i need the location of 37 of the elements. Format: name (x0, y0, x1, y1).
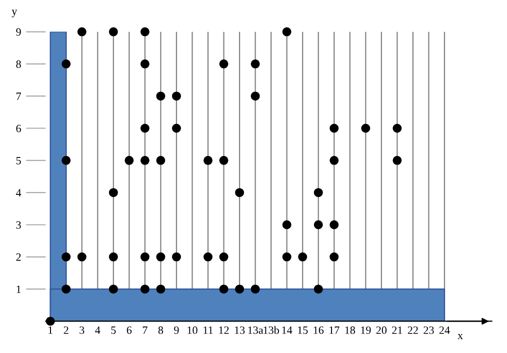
y-tick-label: 4 (16, 189, 22, 196)
x-tick-label: 4 (95, 326, 100, 334)
x-tick-label: 3 (80, 326, 84, 334)
y-tick-label: 8 (16, 60, 21, 68)
x-tick-label: 15 (298, 326, 308, 334)
x-tick-label: 19 (361, 326, 371, 334)
y-tick-label: 3 (16, 221, 21, 229)
y-tick-label: 5 (16, 157, 21, 164)
x-tick-label: 11 (204, 326, 213, 334)
x-tick-label: 17 (330, 326, 340, 334)
x-tick-label: 24 (439, 326, 450, 334)
x-tick-label: 23 (424, 326, 434, 334)
y-tick-label: 2 (16, 253, 21, 261)
x-tick-label: 13b (264, 326, 279, 334)
x-tick-label: 13 (234, 326, 245, 334)
x-tick-label: 2 (64, 326, 68, 334)
x-tick-label: 7 (142, 326, 148, 334)
x-tick-label: 9 (174, 326, 179, 334)
x-tick-label: 12 (219, 326, 229, 334)
x-tick-label: 14 (282, 326, 292, 334)
x-tick-label: 20 (376, 326, 387, 334)
x-tick-label: 16 (314, 326, 324, 334)
x-tick-label: 21 (392, 326, 402, 334)
x-tick-label: 1 (48, 326, 52, 334)
y-tick-label: 6 (16, 124, 21, 132)
x-tick-label: 10 (188, 326, 198, 334)
y-tick-label: 1 (16, 286, 21, 293)
y-axis-title: y (12, 10, 18, 18)
x-tick-label: 5 (111, 326, 116, 334)
x-tick-label: 18 (345, 326, 356, 334)
y-tick-label: 9 (16, 28, 21, 36)
x-axis-title: x (458, 334, 463, 340)
x-tick-label: 6 (126, 326, 132, 334)
x-tick-label: 13a (248, 326, 264, 334)
x-tick-label: 22 (408, 326, 418, 334)
y-tick-label: 7 (16, 92, 22, 100)
x-tick-label: 8 (158, 326, 164, 334)
